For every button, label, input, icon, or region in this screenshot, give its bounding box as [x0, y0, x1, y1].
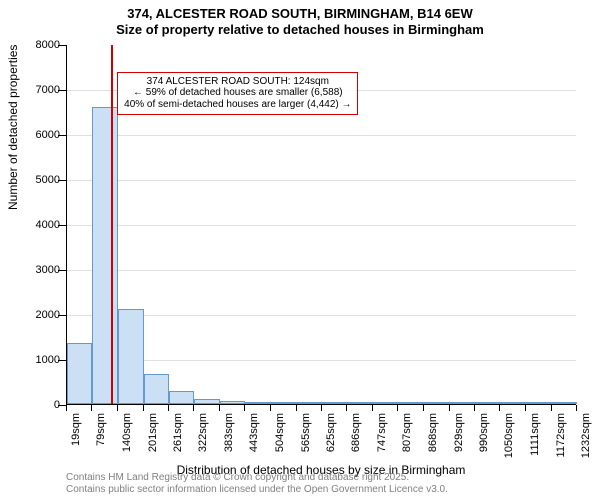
x-tick [474, 405, 475, 411]
y-tick-label: 2000 [10, 309, 60, 321]
histogram-bar [220, 401, 245, 404]
x-tick [168, 405, 169, 411]
x-tick [91, 405, 92, 411]
chart-title: 374, ALCESTER ROAD SOUTH, BIRMINGHAM, B1… [0, 6, 600, 22]
x-tick-label: 201sqm [147, 413, 159, 452]
histogram-bar [450, 402, 476, 404]
x-tick [576, 405, 577, 411]
x-tick [372, 405, 373, 411]
chart-container: 374, ALCESTER ROAD SOUTH, BIRMINGHAM, B1… [0, 0, 600, 500]
x-tick [449, 405, 450, 411]
annotation-box: 374 ALCESTER ROAD SOUTH: 124sqm← 59% of … [117, 72, 358, 115]
histogram-bar [118, 309, 144, 404]
x-tick-label: 807sqm [401, 413, 413, 452]
x-tick-label: 79sqm [95, 413, 107, 446]
x-tick [296, 405, 297, 411]
histogram-bar [144, 374, 169, 403]
y-tick-label: 3000 [10, 264, 60, 276]
x-tick [551, 405, 552, 411]
x-tick-label: 1111sqm [529, 413, 541, 456]
x-tick [244, 405, 245, 411]
histogram-bar [169, 391, 195, 403]
y-tick-label: 5000 [10, 174, 60, 186]
y-tick-label: 7000 [10, 84, 60, 96]
x-tick-label: 686sqm [350, 413, 362, 452]
x-tick [525, 405, 526, 411]
x-tick-label: 504sqm [274, 413, 286, 452]
histogram-bar [194, 399, 220, 404]
x-tick-label: 929sqm [453, 413, 465, 452]
x-tick [397, 405, 398, 411]
annotation-line: 40% of semi-detached houses are larger (… [124, 99, 351, 111]
x-tick-label: 868sqm [427, 413, 439, 452]
footer-line-1: Contains HM Land Registry data © Crown c… [66, 472, 448, 484]
chart-footer: Contains HM Land Registry data © Crown c… [66, 472, 448, 496]
x-tick-label: 443sqm [248, 413, 260, 452]
x-tick [423, 405, 424, 411]
histogram-bar [67, 343, 92, 404]
histogram-bar [424, 402, 450, 404]
y-tick-label: 1000 [10, 354, 60, 366]
histogram-bar [322, 402, 348, 404]
x-tick-label: 1050sqm [503, 413, 515, 458]
annotation-line: 374 ALCESTER ROAD SOUTH: 124sqm [124, 76, 351, 88]
x-tick-label: 1232sqm [580, 413, 592, 458]
histogram-bar [500, 402, 526, 404]
chart-subtitle: Size of property relative to detached ho… [0, 22, 600, 38]
histogram-bar [347, 402, 373, 404]
x-tick [66, 405, 67, 411]
annotation-line: ← 59% of detached houses are smaller (6,… [124, 87, 351, 99]
x-tick [193, 405, 194, 411]
histogram-bar [398, 402, 424, 404]
y-tick-label: 8000 [10, 39, 60, 51]
x-tick [270, 405, 271, 411]
histogram-bar [373, 402, 398, 404]
histogram-bar [526, 402, 552, 404]
x-tick [219, 405, 220, 411]
x-tick [499, 405, 500, 411]
histogram-bar [245, 402, 271, 404]
x-tick-label: 990sqm [478, 413, 490, 452]
x-tick-label: 625sqm [325, 413, 337, 452]
x-tick-label: 565sqm [300, 413, 312, 452]
plot-area: 374 ALCESTER ROAD SOUTH: 124sqm← 59% of … [66, 45, 576, 405]
x-tick-label: 747sqm [376, 413, 388, 452]
x-tick-label: 1172sqm [555, 413, 567, 457]
x-tick-label: 261sqm [172, 413, 184, 452]
property-marker-line [111, 45, 113, 404]
chart-titles: 374, ALCESTER ROAD SOUTH, BIRMINGHAM, B1… [0, 0, 600, 39]
x-tick [117, 405, 118, 411]
x-tick [143, 405, 144, 411]
plot-wrapper: 374 ALCESTER ROAD SOUTH: 124sqm← 59% of … [66, 45, 576, 405]
histogram-bar [92, 107, 118, 404]
histogram-bar [271, 402, 297, 404]
x-tick-label: 19sqm [70, 413, 82, 446]
y-tick-label: 6000 [10, 129, 60, 141]
x-tick [346, 405, 347, 411]
x-tick-label: 140sqm [121, 413, 133, 452]
x-tick [321, 405, 322, 411]
footer-line-2: Contains public sector information licen… [66, 484, 448, 496]
y-tick-label: 4000 [10, 219, 60, 231]
histogram-bar [475, 402, 500, 404]
histogram-bar [297, 402, 322, 404]
y-tick-label: 0 [10, 399, 60, 411]
x-tick-label: 322sqm [197, 413, 209, 452]
x-tick-label: 383sqm [223, 413, 235, 452]
histogram-bar [552, 402, 577, 404]
